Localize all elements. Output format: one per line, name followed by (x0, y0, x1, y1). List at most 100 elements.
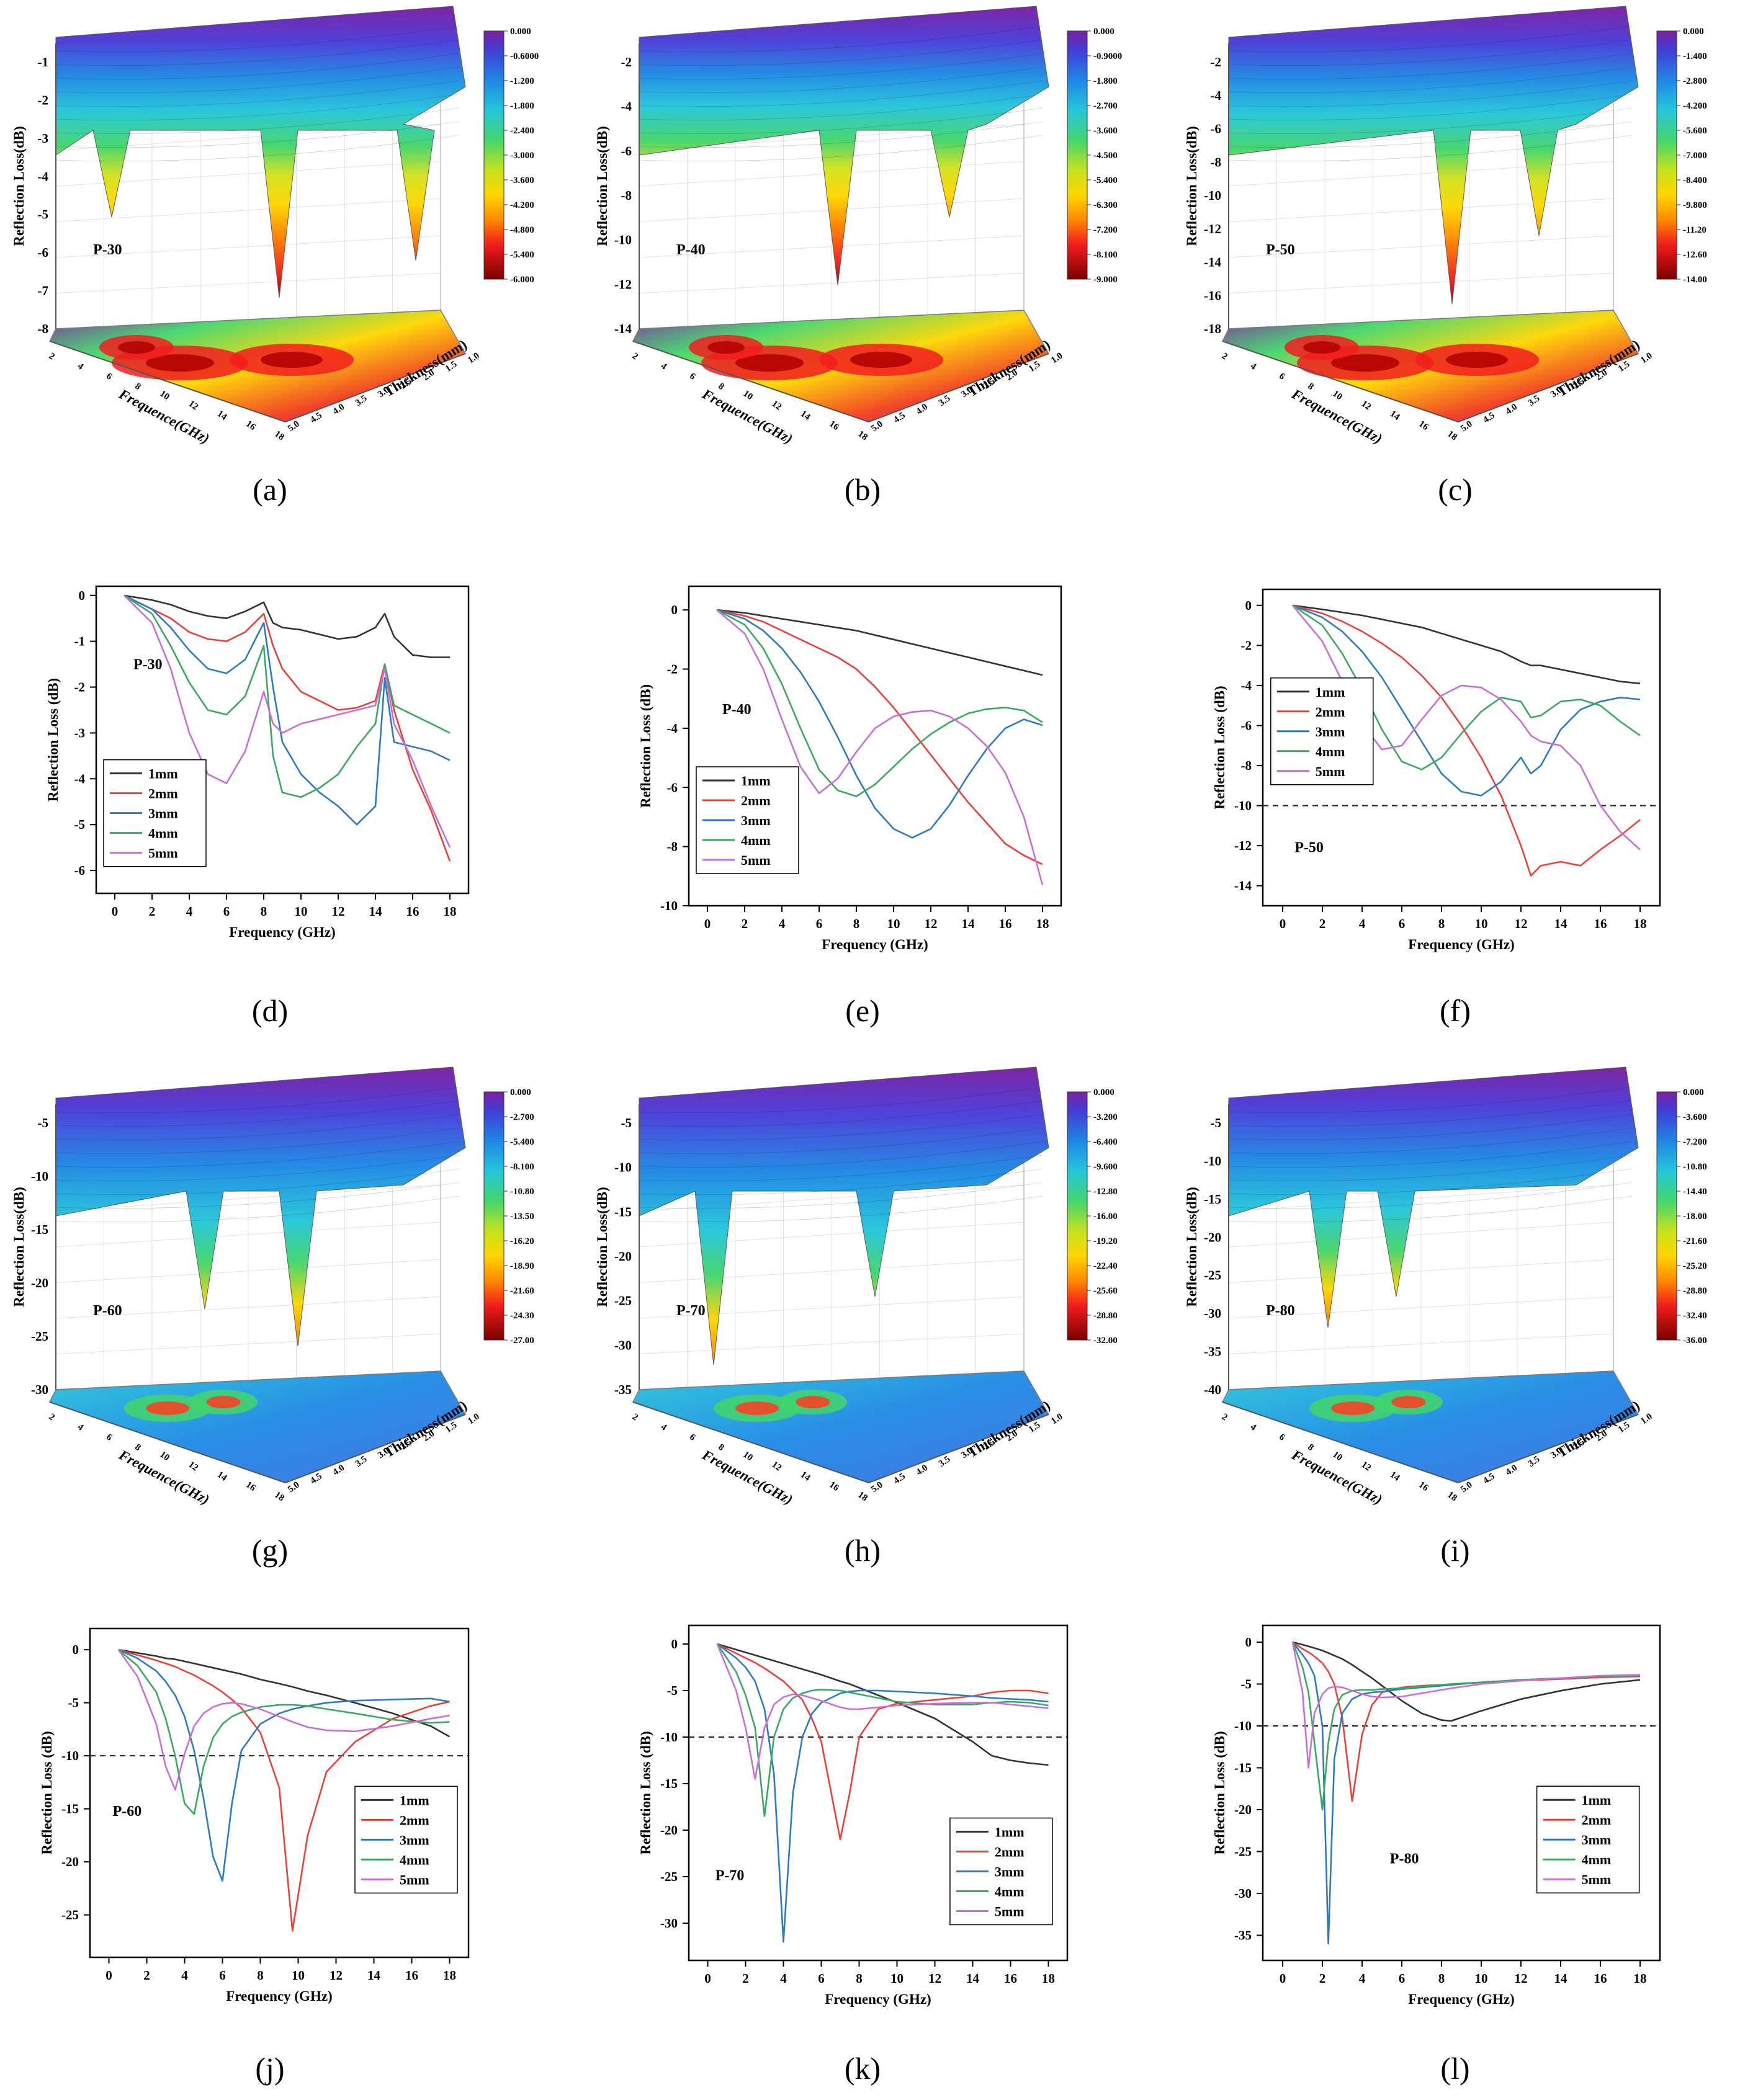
z-tick-label: -5 (621, 1115, 632, 1130)
x-tick-label: 12 (770, 1460, 783, 1473)
colorbar-label: -25.20 (1683, 1261, 1707, 1271)
grid-line (639, 1296, 1025, 1319)
colorbar-label: -8.100 (1093, 250, 1118, 260)
y-tick-label: -6 (74, 863, 86, 878)
x-tick-label: 10 (1475, 1971, 1488, 1986)
z-tick-label: -12 (614, 277, 632, 292)
x-tick-label: 8 (1306, 1442, 1315, 1453)
x-tick-label: 2 (630, 351, 640, 362)
contour-line (55, 94, 460, 120)
x-tick-label: 8 (1306, 382, 1315, 392)
z-tick-label: -20 (614, 1249, 632, 1264)
colorbar-label: -25.60 (1093, 1286, 1118, 1296)
sample-label: P-30 (93, 242, 122, 258)
colorbar-label: -9.600 (1093, 1162, 1118, 1172)
x-tick-label: 14 (966, 1971, 980, 1986)
x-tick-label: 14 (1554, 1971, 1568, 1986)
reflection-loss-surface (1228, 6, 1639, 305)
y-tick-label: 0 (1245, 598, 1252, 613)
x-tick-label: 14 (799, 409, 812, 422)
z-tick-label: -15 (31, 1222, 48, 1237)
contour-line (1228, 1182, 1633, 1209)
x-tick-label: 4 (779, 916, 786, 931)
legend-label: 2mm (148, 786, 178, 802)
sample-label: P-50 (1294, 839, 1324, 856)
z-axis-title: Reflection Loss(dB) (11, 1187, 27, 1307)
contour-line (1228, 121, 1633, 148)
contour-line (1228, 1195, 1633, 1222)
colorbar-label: 0.000 (1093, 27, 1114, 37)
x-tick-label: 2 (742, 916, 748, 931)
y-tick-label: -5 (74, 817, 86, 832)
x-tick-label: 6 (104, 371, 114, 382)
sample-label: P-40 (722, 702, 751, 718)
line-chart-k: 0 2 4 6 8 10 12 14 16 18 0 -5 -10 -15 -20 -25 -30 Frequen… (638, 1624, 1069, 2007)
legend-label: 3mm (1582, 1832, 1612, 1848)
floor-hotspot-core (261, 352, 323, 368)
z-tick-label: -10 (1204, 188, 1221, 203)
z-tick-label: -14 (1204, 255, 1221, 270)
y-axis-title: Reflection Loss (dB) (45, 678, 61, 802)
colorbar-label: -2.700 (510, 1112, 534, 1122)
colorbar-label: -3.600 (1093, 126, 1118, 136)
y-tick-label: -4 (74, 771, 86, 786)
series-line-2mm (716, 609, 1043, 865)
contour-line (55, 1182, 460, 1209)
z-tick-label: -6 (38, 245, 49, 260)
x-tick-label: 16 (406, 904, 419, 919)
y-tick-label: -4 (1241, 678, 1252, 693)
contour-line (639, 80, 1043, 107)
x-tick-label: 0 (1280, 916, 1286, 931)
z-tick-label: -6 (621, 143, 632, 158)
x-tick-label: 8 (856, 1971, 863, 1986)
x-tick-label: 8 (716, 1442, 725, 1453)
x-tick-label: 12 (1360, 1460, 1373, 1473)
legend-label: 3mm (148, 806, 178, 821)
x-tick-label: 8 (261, 904, 267, 919)
z-axis-title: Reflection Loss(dB) (1184, 126, 1200, 246)
contour-line (1228, 25, 1633, 52)
series-line-5mm (716, 1643, 1049, 1780)
z-tick-label: -14 (614, 321, 632, 336)
contour-line (55, 1127, 460, 1154)
legend-label: 1mm (400, 1792, 429, 1808)
x-tick-label: 6 (688, 1432, 697, 1443)
x-axis-line (632, 341, 869, 422)
x-tick-label: 14 (369, 904, 383, 919)
y-tick-label: 1.0 (1049, 1411, 1065, 1426)
line-plots-group: 0 2 4 6 8 10 12 14 16 18 0 -1 -2 -3 -4 -5 -6 Frequency (G… (39, 585, 1661, 2007)
x-tick-label: 14 (215, 1470, 229, 1483)
z-tick-label: -30 (614, 1338, 632, 1352)
x-tick-label: 18 (856, 1490, 869, 1504)
z-tick-label: -2 (621, 55, 632, 69)
contour-line (55, 1100, 460, 1127)
x-tick-label: 10 (741, 389, 754, 403)
series-line-2mm (123, 594, 451, 862)
x-axis-line (1222, 1401, 1459, 1483)
contour-line (55, 121, 460, 148)
x-tick-label: 10 (1330, 389, 1343, 403)
x-tick-label: 6 (223, 904, 230, 919)
grid-line (639, 1259, 1025, 1283)
colorbar-label: -1.200 (510, 76, 534, 86)
legend-label: 4mm (741, 833, 771, 848)
y-tick-label: -15 (1234, 1761, 1252, 1776)
floor-hotspot-core (206, 1396, 241, 1408)
contour-line (55, 107, 460, 134)
x-tick-label: 14 (367, 1968, 381, 1983)
sample-label: P-70 (715, 1867, 745, 1883)
series-line-3mm (716, 609, 1043, 839)
contour-line (639, 1141, 1043, 1168)
series-line-3mm (1292, 604, 1641, 797)
colorbar-label: -18.90 (510, 1261, 534, 1271)
floor-hotspot-core (1391, 1396, 1426, 1408)
z-tick-label: -5 (1211, 1115, 1222, 1130)
colorbar-label: -9.000 (1093, 275, 1118, 285)
floor-hotspot-core (1331, 354, 1399, 372)
z-tick-label: -10 (614, 1160, 632, 1175)
z-axis-title: Reflection Loss(dB) (1184, 1187, 1200, 1307)
contour-line (1228, 94, 1633, 120)
x-tick-label: 4 (659, 1422, 669, 1433)
x-tick-label: 16 (827, 1480, 841, 1493)
y-axis-title: Reflection Loss (dB) (39, 1731, 55, 1854)
